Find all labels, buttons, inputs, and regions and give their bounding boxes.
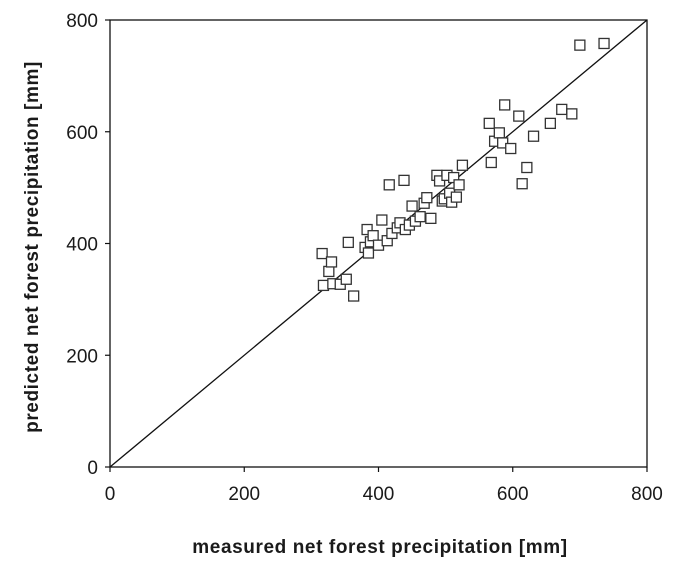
x-tick-label: 800	[631, 484, 663, 505]
data-point	[361, 223, 373, 236]
data-point	[456, 159, 469, 171]
x-axis: 0 200 400 600 800	[105, 467, 663, 505]
y-tick-label: 800	[66, 11, 98, 32]
x-tick-label: 200	[228, 484, 260, 505]
data-point	[450, 191, 463, 203]
x-tick-label: 400	[363, 484, 395, 505]
x-axis-ticks	[109, 467, 648, 472]
data-point	[323, 265, 335, 278]
data-point	[566, 108, 578, 120]
data-point	[383, 179, 395, 191]
data-point	[348, 290, 360, 302]
x-tick-label: 600	[497, 484, 529, 505]
data-point	[453, 179, 465, 191]
data-point	[421, 192, 433, 204]
data-point	[499, 99, 511, 111]
data-point	[398, 174, 410, 187]
data-point	[316, 247, 328, 260]
data-point	[376, 214, 388, 226]
data-point	[574, 39, 586, 51]
data-point	[406, 200, 418, 212]
y-tick-label: 0	[87, 458, 98, 479]
data-point	[340, 273, 352, 285]
x-tick-label: 0	[105, 484, 116, 505]
data-point	[516, 178, 528, 190]
y-axis-title: predicted net forest precipitation [mm]	[22, 61, 43, 433]
y-axis-ticks	[105, 19, 110, 468]
data-point	[598, 37, 610, 50]
data-point	[513, 110, 525, 122]
y-tick-label: 400	[66, 235, 98, 256]
data-point	[505, 142, 517, 155]
y-tick-label: 200	[66, 346, 98, 367]
data-point	[317, 279, 330, 292]
data-points	[316, 37, 610, 302]
x-axis-title: measured net forest precipitation [mm]	[192, 537, 567, 558]
data-point	[342, 236, 354, 249]
data-point	[521, 161, 533, 174]
data-point	[556, 103, 568, 116]
y-axis: 0 200 400 600 800	[66, 11, 110, 479]
data-point	[362, 247, 375, 259]
y-axis-tick-labels: 0 200 400 600 800	[66, 11, 98, 479]
data-point	[425, 212, 437, 225]
data-point	[493, 127, 505, 139]
data-point	[414, 211, 426, 223]
data-point	[325, 256, 338, 268]
x-axis-tick-labels: 0 200 400 600 800	[105, 484, 663, 505]
data-point	[485, 156, 497, 169]
data-point	[483, 117, 495, 130]
y-tick-label: 600	[66, 123, 98, 144]
data-point	[527, 130, 540, 142]
data-point	[367, 230, 379, 242]
data-point	[544, 117, 556, 130]
